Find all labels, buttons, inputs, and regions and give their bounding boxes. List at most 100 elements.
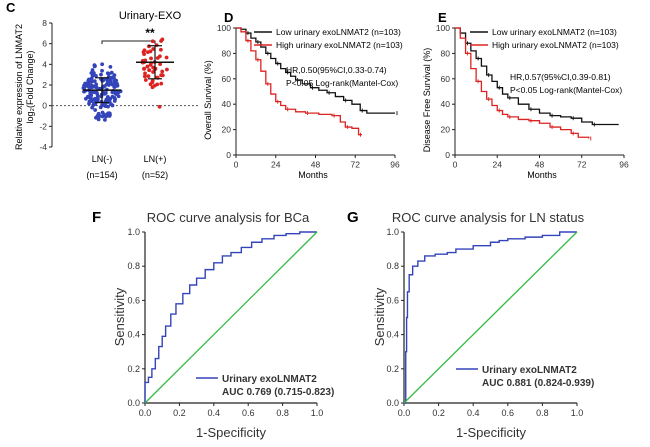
panel-c-data-point — [155, 56, 160, 60]
panel-c-data-point — [149, 56, 153, 61]
panel-c-significance-bracket — [101, 40, 156, 44]
panel-e-y-tick-label: 20 — [441, 125, 451, 135]
panel-c-data-point — [83, 96, 88, 101]
panel-c-data-point — [164, 55, 169, 60]
panel-g: G ROC curve analysis for LN status Sensi… — [347, 209, 594, 440]
panel-c-data-point — [90, 73, 95, 78]
panel-c-data-point — [157, 104, 162, 109]
panel-e-xlabel: Months — [527, 170, 557, 180]
panel-g-y-tick-label: 1.0 — [386, 227, 399, 237]
panel-e-legend-low: Low urinary exoLNMAT2 (n=103) — [492, 27, 617, 37]
panel-g-legend-line2: AUC 0.881 (0.824-0.939) — [482, 378, 594, 389]
panel-f-letter: F — [92, 209, 101, 226]
panel-c-data-point — [94, 115, 98, 120]
panel-c-data-point — [81, 86, 86, 90]
panel-f-reference-line — [144, 231, 318, 404]
panel-c-data-point — [114, 78, 119, 83]
panel-c-letter: C — [6, 0, 16, 15]
panel-e-y-tick-label: 60 — [441, 74, 451, 84]
panel-c-data-point — [114, 92, 119, 97]
panel-c-data-point — [108, 96, 113, 101]
panel-c-data-point — [159, 73, 164, 78]
panel-d-y-tick-label: 0 — [226, 150, 231, 160]
panel-c-title: Urinary-EXO — [119, 10, 182, 22]
panel-c-group-label-ln-neg: LN(-) — [92, 154, 113, 164]
panel-g-y-tick-label: 0.4 — [386, 330, 399, 340]
panel-c-y-tick-label: 0 — [42, 101, 47, 111]
panel-c-data-point — [89, 99, 94, 104]
panel-c-data-point — [105, 82, 109, 86]
panel-c-data-point — [99, 72, 103, 77]
panel-c-y-tick-label: -2 — [39, 121, 47, 131]
panel-c-y-tick-label: 4 — [42, 59, 47, 69]
panel-c-group-n-ln-pos: (n=52) — [142, 170, 168, 180]
panel-c-data-point — [142, 52, 147, 57]
panel-f-legend-line2: AUC 0.769 (0.715-0.823) — [222, 387, 334, 398]
panel-f-x-tick-label: 0.2 — [173, 408, 186, 418]
panel-c-data-point — [142, 74, 147, 79]
panel-c-data-point — [87, 101, 91, 106]
panel-f: F ROC curve analysis for BCa Sensitivity… — [92, 209, 334, 440]
panel-g-x-tick-label: 0.4 — [467, 408, 480, 418]
panel-d-x-tick-label: 72 — [351, 160, 361, 170]
panel-c-data-point — [102, 117, 107, 122]
panel-g-x-tick-label: 0.6 — [502, 408, 515, 418]
panel-g-legend-line1: Urinary exoLNMAT2 — [482, 365, 577, 376]
panel-c-data-point — [151, 47, 156, 51]
panel-e-x-tick-label: 96 — [619, 160, 629, 170]
panel-g-x-tick-label: 1.0 — [571, 408, 584, 418]
panel-c-y-tick-label: 8 — [42, 18, 47, 28]
panel-c-data-point — [95, 91, 99, 96]
panel-d-curve-high — [236, 27, 362, 136]
panel-e-letter: E — [438, 10, 447, 25]
panel-e-legend-high: High urinary exoLNMAT2 (n=103) — [492, 40, 619, 50]
panel-g-y-tick-label: 0.2 — [386, 364, 399, 374]
panel-f-plot: 0.0 0.2 0.4 0.6 0.8 1.0 0.0 0.2 0.4 0.6 0.8 1.0 — [127, 227, 323, 418]
panel-e-curve-high — [455, 27, 590, 139]
panel-e-x-tick-label: 0 — [453, 160, 458, 170]
panel-d-y-tick-label: 20 — [222, 125, 232, 135]
panel-c-data-point — [143, 78, 148, 82]
panel-f-x-tick-label: 0.8 — [276, 408, 289, 418]
panel-d-plot: 0 20 40 60 80 100 0 24 48 72 96 — [217, 23, 400, 170]
panel-c-data-point — [99, 100, 104, 104]
panel-e-stats-line1: HR,0.57(95%CI,0.39-0.81) — [510, 72, 611, 82]
panel-c-data-point — [107, 78, 112, 83]
panel-c-data-point — [92, 63, 97, 68]
panel-g-letter: G — [347, 209, 359, 226]
panel-g-ylabel: Sensitivity — [372, 287, 387, 346]
panel-c-data-point — [158, 47, 163, 52]
panel-f-roc-curve — [144, 231, 317, 403]
panel-e-ylabel: Disease Free Survival (%) — [422, 48, 432, 153]
panel-c-data-point — [110, 90, 115, 95]
panel-c-y-tick-label: 2 — [42, 80, 47, 90]
panel-c-data-point — [93, 108, 98, 112]
panel-c-data-point — [86, 78, 91, 83]
panel-c-data-point — [109, 70, 114, 75]
panel-c-data-point — [99, 103, 104, 108]
panel-e-stats-line2: P<0.05 Log-rank(Mantel-Cox) — [510, 85, 622, 95]
panel-c-data-point — [100, 62, 105, 67]
panel-d-y-tick-label: 60 — [222, 74, 232, 84]
panel-c-data-point — [105, 71, 110, 76]
panel-f-y-tick-label: 0.0 — [127, 398, 140, 408]
panel-c-data-point — [108, 64, 113, 69]
panel-c-data-point — [146, 50, 150, 55]
panel-e-x-tick-label: 48 — [535, 160, 545, 170]
panel-c-y-tick-label: -4 — [39, 142, 47, 152]
panel-f-xlabel: 1-Specificity — [196, 425, 267, 440]
panel-c-data-point — [159, 81, 164, 86]
panel-d-legend-high: High urinary exoLNMAT2 (n=103) — [276, 40, 403, 50]
panel-d-ylabel: Overall Survival (%) — [203, 60, 213, 140]
panel-c-data-point — [95, 97, 100, 102]
panel-d-y-tick-label: 80 — [222, 48, 232, 58]
panel-g-x-tick-label: 0.0 — [398, 408, 411, 418]
panel-e-curve-low — [455, 27, 619, 126]
panel-e-plot: 0 20 40 60 80 100 0 24 48 72 96 — [436, 23, 629, 170]
panel-g-x-tick-label: 0.8 — [536, 408, 549, 418]
panel-g-roc-curve — [404, 231, 577, 404]
panel-d-curve-low — [236, 27, 395, 114]
panel-c-data-point — [109, 102, 113, 107]
panel-e-y-tick-label: 40 — [441, 99, 451, 109]
panel-f-ylabel: Sensitivity — [112, 287, 127, 346]
